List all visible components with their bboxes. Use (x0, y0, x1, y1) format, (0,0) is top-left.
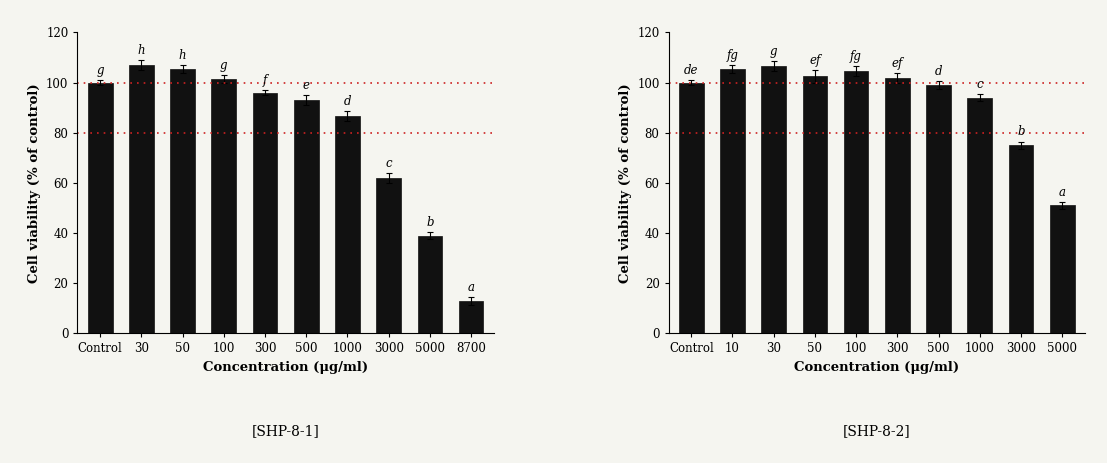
Bar (211, 79, 236, 333)
Bar (679, 82, 704, 333)
Bar (376, 178, 401, 333)
Text: d: d (343, 95, 351, 108)
Text: e: e (302, 79, 310, 92)
Text: c: c (976, 78, 983, 91)
Text: fg: fg (850, 50, 862, 63)
Text: ef: ef (891, 56, 903, 69)
Bar (844, 71, 869, 333)
Bar (458, 301, 484, 333)
Text: g: g (96, 64, 104, 77)
Text: a: a (1058, 186, 1066, 199)
Text: b: b (426, 216, 434, 229)
Text: d: d (934, 65, 942, 78)
Bar (803, 76, 827, 333)
Bar (130, 65, 154, 333)
Text: h: h (137, 44, 145, 57)
Text: g: g (220, 59, 228, 72)
Text: [SHP-8-1]: [SHP-8-1] (251, 424, 320, 438)
Bar (252, 93, 278, 333)
Bar (87, 82, 113, 333)
Bar (721, 69, 745, 333)
Text: a: a (467, 281, 475, 294)
Text: [SHP-8-2]: [SHP-8-2] (842, 424, 911, 438)
Bar (762, 66, 786, 333)
Bar (968, 98, 992, 333)
Text: fg: fg (726, 49, 738, 62)
Bar (293, 100, 319, 333)
Y-axis label: Cell viability (% of control): Cell viability (% of control) (28, 83, 41, 283)
Bar (417, 236, 442, 333)
Bar (927, 85, 951, 333)
X-axis label: Concentration (μg/ml): Concentration (μg/ml) (794, 361, 960, 374)
Text: f: f (262, 74, 267, 87)
Text: h: h (178, 49, 186, 62)
Text: g: g (770, 45, 777, 58)
Bar (335, 116, 360, 333)
Text: de: de (684, 64, 699, 77)
Text: b: b (1017, 125, 1025, 138)
Bar (1049, 206, 1075, 333)
X-axis label: Concentration (μg/ml): Concentration (μg/ml) (203, 361, 369, 374)
Y-axis label: Cell viability (% of control): Cell viability (% of control) (619, 83, 632, 283)
Text: ef: ef (809, 54, 820, 67)
Bar (170, 69, 195, 333)
Bar (1008, 145, 1033, 333)
Bar (884, 77, 910, 333)
Text: c: c (385, 157, 392, 170)
